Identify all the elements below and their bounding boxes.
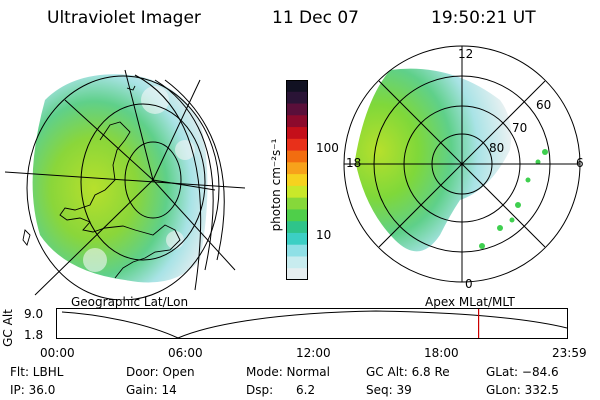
colorbar-swatch [286, 244, 308, 258]
colorbar-swatch [286, 80, 308, 93]
status-ip: IP: 36.0 [10, 383, 56, 397]
mlt-label-12: 12 [458, 47, 474, 61]
colorbar-swatch [286, 256, 308, 269]
colorbar-swatch [286, 209, 308, 222]
colorbar-swatch [286, 197, 308, 211]
colorbar-swatch [286, 138, 308, 152]
status-gc-alt: GC Alt: 6.8 Re [366, 365, 450, 379]
colorbar-swatch [286, 232, 308, 246]
timeline-y-top: 9.0 [24, 307, 44, 321]
colorbar-swatch [286, 115, 308, 128]
timeline-x-0000: 00:00 [40, 346, 75, 360]
mlt-label-0: 0 [465, 277, 473, 291]
timeline-y-bottom: 1.8 [24, 328, 44, 342]
auroral-spots [479, 149, 548, 249]
status-gain: Gain: 14 [126, 383, 177, 397]
polar-map [343, 45, 581, 283]
mlat-label-70: 70 [512, 121, 528, 135]
timeline-axis-title: GC Alt [1, 309, 15, 347]
auroral-oval-area [355, 68, 512, 252]
colorbar-swatch [286, 91, 308, 105]
colorbar-swatch [286, 221, 308, 234]
timeline-x-0600: 06:00 [168, 346, 203, 360]
colorbar [286, 80, 308, 280]
colorbar-swatch [286, 185, 308, 199]
right-map-title: Apex MLat/MLT [425, 295, 515, 309]
timeline-plot [56, 308, 568, 339]
mlat-label-60: 60 [536, 98, 552, 112]
time-label: 19:50:21 UT [431, 8, 536, 28]
colorbar-swatch [286, 127, 308, 140]
polar-grid [343, 45, 581, 283]
status-filter: Flt: LBHL [10, 365, 64, 379]
colorbar-swatch [286, 103, 308, 116]
geographic-grid [5, 69, 245, 300]
antarctica-coastline [22, 85, 181, 279]
status-mode: Mode: Normal [246, 365, 330, 379]
status-seq: Seq: 39 [366, 383, 412, 397]
date-label: 11 Dec 07 [272, 8, 359, 28]
left-map-title: Geographic Lat/Lon [71, 295, 189, 309]
instrument-title: Ultraviolet Imager [47, 8, 201, 28]
timeline-x-2359: 23:59 [552, 346, 587, 360]
colorbar-swatch [286, 162, 308, 175]
colorbar-tick-100: 100 [316, 141, 339, 155]
timeline-x-1800: 18:00 [424, 346, 459, 360]
status-door: Door: Open [126, 365, 195, 379]
geographic-map [5, 69, 245, 300]
status-glon: GLon: 332.5 [486, 383, 559, 397]
auroral-emission-area [32, 74, 208, 283]
timeline-x-1200: 12:00 [296, 346, 331, 360]
colorbar-tick-10: 10 [316, 228, 332, 242]
colorbar-swatch [286, 150, 308, 163]
mlat-label-80: 80 [489, 141, 505, 155]
mlt-label-6: 6 [576, 156, 584, 170]
mlt-label-18: 18 [346, 156, 362, 170]
colorbar-unit-label: photon cm⁻²s⁻¹ [269, 138, 283, 232]
colorbar-swatch [286, 268, 308, 280]
status-glat: GLat: −84.6 [486, 365, 559, 379]
altitude-curve [61, 310, 568, 339]
colorbar-swatch [286, 174, 308, 187]
status-dsp: Dsp: 6.2 [246, 383, 316, 397]
